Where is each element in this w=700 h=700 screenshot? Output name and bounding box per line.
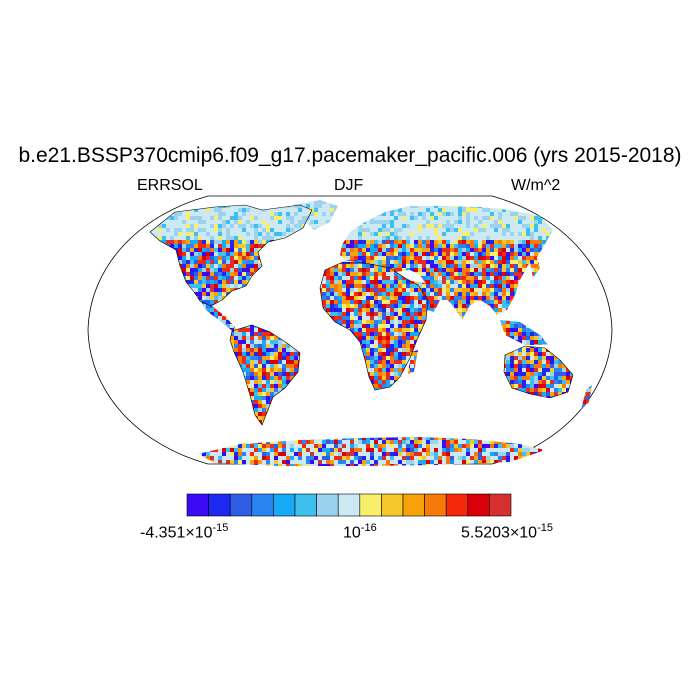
season-label: DJF	[334, 177, 364, 194]
colorbar-box	[337, 493, 361, 517]
colorbar-box	[208, 493, 231, 517]
colorbar-box	[381, 493, 404, 517]
colorbar-box	[445, 493, 469, 517]
colorbar-box	[186, 493, 209, 517]
plot-title: b.e21.BSSP370cmip6.f09_g17.pacemaker_pac…	[18, 144, 682, 167]
variable-label: ERRSOL	[137, 177, 203, 194]
colorbar-box	[294, 493, 317, 517]
colorbar-box	[359, 493, 382, 517]
colorbar-box	[489, 493, 512, 517]
coastlines	[149, 204, 574, 426]
colorbar-box	[467, 493, 490, 517]
units-label: W/m^2	[511, 177, 561, 194]
colorbar-box	[316, 493, 339, 517]
colorbar-box	[424, 493, 447, 517]
colorbar-box	[251, 493, 274, 517]
colorbar-box	[402, 493, 425, 517]
colorbar-min-label: -4.351×10-15	[140, 522, 229, 542]
colorbar-max-label: 5.5203×10-15	[461, 522, 553, 542]
colorbar-mid-label: 10-16	[343, 522, 377, 542]
colorbar-box	[229, 493, 253, 517]
colorbar-box	[273, 493, 296, 517]
map-border	[87, 195, 613, 465]
